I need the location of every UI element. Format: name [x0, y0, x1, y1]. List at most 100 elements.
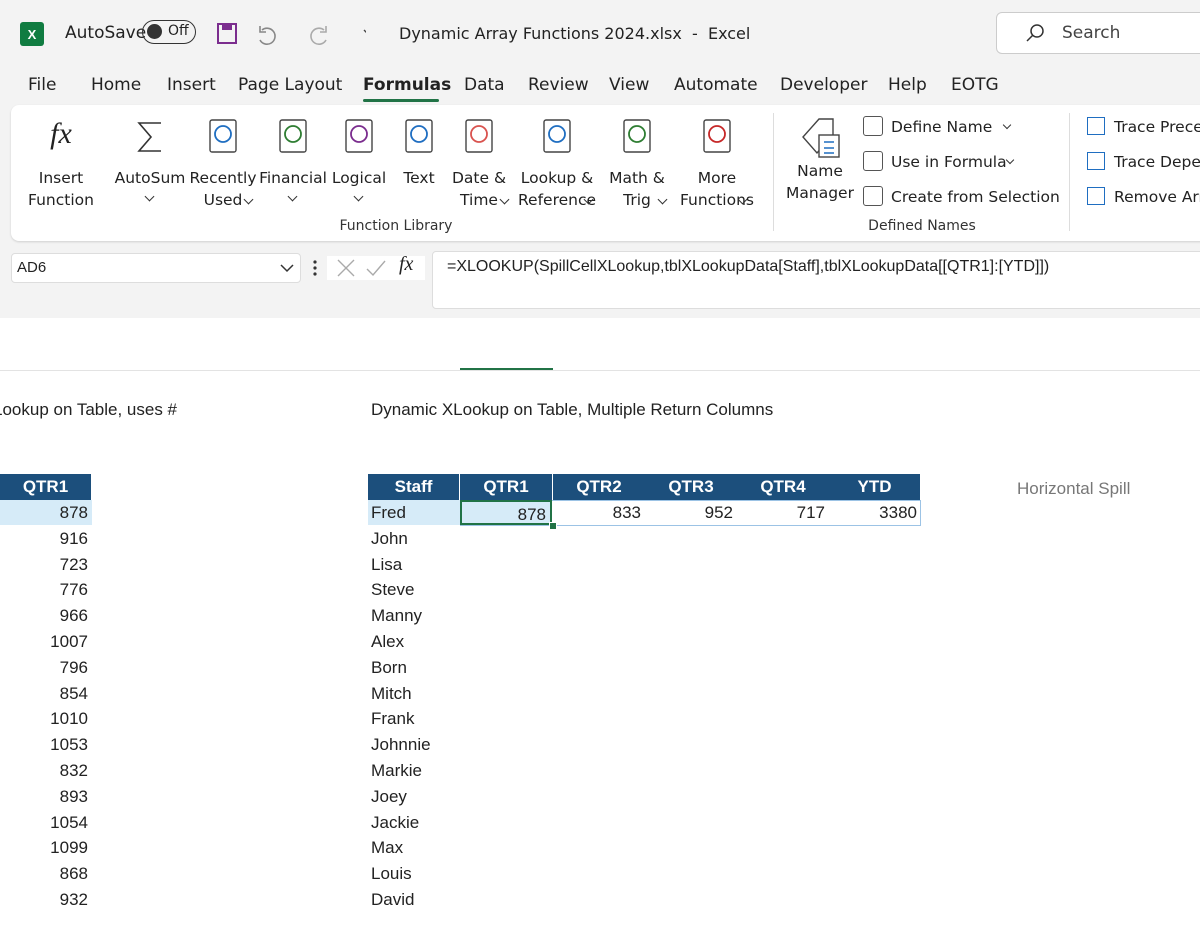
ribbon-tab[interactable]: Help	[888, 75, 927, 95]
name-manager-icon[interactable]	[799, 115, 843, 159]
table-cell: 796	[0, 655, 92, 680]
item-icon	[863, 186, 883, 206]
defined-name-item[interactable]: Create from Selection	[891, 188, 1060, 206]
formula-text: =XLOOKUP(SpillCellXLookup,tblXLookupData…	[447, 258, 1049, 276]
ribbon: fxInsertFunctionAutoSumRecentlyUsedFinan…	[11, 105, 1200, 241]
table-header-cell: QTR1	[460, 474, 553, 500]
button-label: Functions	[667, 191, 767, 209]
ribbon-tab[interactable]: Review	[528, 75, 589, 95]
app-name: Excel	[708, 24, 750, 43]
button-icon	[540, 117, 574, 157]
svg-text:X: X	[28, 27, 37, 42]
ribbon-tab[interactable]: File	[28, 75, 56, 95]
name-manager-label[interactable]: Name	[781, 162, 859, 180]
auditing-item[interactable]: Trace Deper	[1114, 153, 1200, 171]
ribbon-tab[interactable]: View	[609, 75, 649, 95]
header-divider	[0, 370, 1200, 371]
table-header-cell: QTR4	[737, 474, 830, 500]
defined-name-item[interactable]: Define Name	[891, 118, 992, 136]
ribbon-tab[interactable]: Developer	[780, 75, 867, 95]
item-chevron	[1006, 156, 1014, 164]
table-cell: John	[368, 526, 460, 551]
ribbon-tab[interactable]: Data	[464, 75, 505, 95]
auditing-item[interactable]: Remove Arr	[1114, 188, 1200, 206]
ribbon-tab[interactable]: Home	[91, 75, 141, 95]
table-cell: 1099	[0, 835, 92, 860]
group-label: Function Library	[11, 218, 781, 234]
spill-cell[interactable]: 833	[553, 500, 645, 525]
table-cell: 893	[0, 784, 92, 809]
table-cell: David	[368, 887, 460, 912]
formula-input[interactable]: =XLOOKUP(SpillCellXLookup,tblXLookupData…	[432, 251, 1200, 309]
item-icon	[863, 151, 883, 171]
table-cell: Manny	[368, 603, 460, 628]
button-icon	[620, 117, 654, 157]
table-cell: Fred	[368, 500, 460, 525]
name-manager-label[interactable]: Manager	[781, 184, 859, 202]
ribbon-button[interactable]: MoreFunctions	[667, 113, 767, 213]
table-header-cell: YTD	[829, 474, 921, 500]
button-icon	[133, 117, 167, 157]
button-label: Insert	[11, 169, 111, 187]
fill-handle	[549, 522, 557, 530]
dropdown-chevron	[145, 192, 155, 202]
table-cell: Lisa	[368, 552, 460, 577]
fx-button[interactable]: fx	[399, 253, 413, 276]
search-box[interactable]: Search	[996, 12, 1200, 54]
table-cell: 1053	[0, 732, 92, 757]
table-cell: Frank	[368, 706, 460, 731]
autosave-toggle[interactable]: Off	[142, 20, 196, 44]
table-header-cell: Staff	[368, 474, 460, 500]
button-icon	[276, 117, 310, 157]
item-icon	[1087, 117, 1105, 135]
ribbon-tab[interactable]: Page Layout	[238, 75, 342, 95]
table-cell: Steve	[368, 577, 460, 602]
spill-cell[interactable]: 3380	[829, 500, 921, 525]
table-header-cell: QTR2	[553, 474, 646, 500]
table-cell: 868	[0, 861, 92, 886]
table-cell: 966	[0, 603, 92, 628]
item-icon	[1087, 187, 1105, 205]
ribbon-tab[interactable]: EOTG	[951, 75, 999, 95]
spill-cell[interactable]: 878	[460, 500, 552, 525]
dropdown-chevron	[354, 192, 364, 202]
table-cell: Mitch	[368, 681, 460, 706]
note: Horizontal Spill	[1017, 479, 1130, 499]
name-box-value: AD6	[17, 259, 46, 276]
group-divider	[1069, 113, 1070, 231]
auditing-item[interactable]: Trace Preced	[1114, 118, 1200, 136]
table-cell: 916	[0, 526, 92, 551]
toggle-state: Off	[168, 23, 189, 39]
table-cell: 832	[0, 758, 92, 783]
filename: Dynamic Array Functions 2024.xlsx - Exce…	[399, 24, 750, 43]
table-cell: 1007	[0, 629, 92, 654]
table-cell: 878	[0, 500, 92, 525]
button-icon	[700, 117, 734, 157]
ribbon-tab[interactable]: Formulas	[363, 75, 451, 95]
section-title: Lookup on Table, uses #	[0, 400, 177, 420]
table-cell: 723	[0, 552, 92, 577]
table-header-cell: QTR3	[645, 474, 738, 500]
spill-cell[interactable]: 717	[737, 500, 829, 525]
active-tab-underline	[363, 99, 439, 102]
autosave-label: AutoSave	[65, 23, 146, 43]
ribbon-tab[interactable]: Insert	[167, 75, 216, 95]
sep: -	[692, 24, 698, 43]
dropdown-chevron	[288, 192, 298, 202]
search-label: Search	[1062, 23, 1120, 43]
table-cell: Markie	[368, 758, 460, 783]
button-icon: fx	[44, 117, 78, 157]
defined-name-item[interactable]: Use in Formula	[891, 153, 1007, 171]
button-label: Function	[11, 191, 111, 209]
ribbon-tab[interactable]: Automate	[674, 75, 758, 95]
name-box[interactable]: AD6	[11, 253, 301, 283]
button-icon	[206, 117, 240, 157]
table-cell: Jackie	[368, 810, 460, 835]
table-cell: 1010	[0, 706, 92, 731]
table-cell: 1054	[0, 810, 92, 835]
ribbon-button[interactable]: fx Insert Function	[11, 113, 111, 213]
item-chevron	[1003, 121, 1011, 129]
spill-cell[interactable]: 952	[645, 500, 737, 525]
button-icon	[462, 117, 496, 157]
